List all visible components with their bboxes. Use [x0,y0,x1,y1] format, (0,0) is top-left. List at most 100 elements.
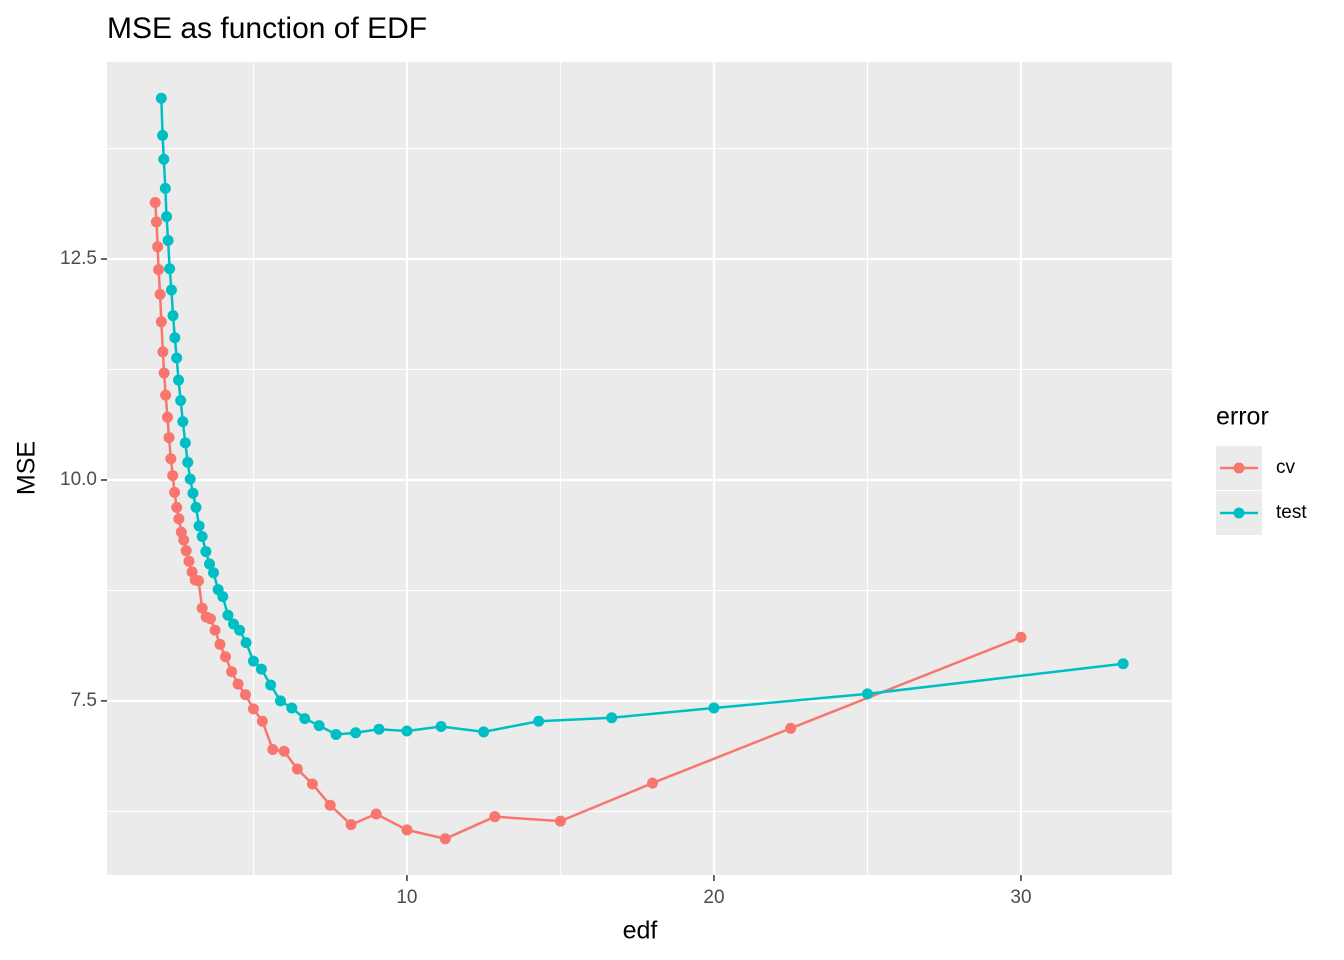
data-point [183,555,195,567]
data-point [193,520,205,532]
data-point [200,611,212,623]
data-point [370,808,382,820]
data-point [165,284,177,296]
data-point [155,92,167,104]
data-point [478,726,490,738]
data-point [160,389,172,401]
data-point [489,811,501,823]
data-point [345,819,357,831]
data-point [330,728,342,740]
data-point [184,473,196,485]
plot-area [149,92,1129,845]
data-point [439,833,451,845]
data-point [209,624,221,636]
data-point [708,702,720,714]
data-point [256,715,268,727]
data-point [533,715,545,727]
y-axis-label: MSE [13,441,41,495]
data-point [161,411,173,423]
legend: cv test [1216,446,1307,535]
data-point [247,703,259,715]
data-point [373,723,385,735]
data-point [785,722,797,734]
data-point [158,367,170,379]
data-point [165,453,177,465]
data-point [179,437,191,449]
data-point [173,374,185,386]
data-point [150,216,162,228]
data-point [196,602,208,614]
data-point [177,416,189,428]
data-point [220,651,232,663]
data-point [278,745,290,757]
data-point [155,316,167,328]
data-point [175,526,187,538]
data-point [1015,631,1027,643]
data-point [171,501,183,513]
legend-point [1233,507,1245,519]
data-point [265,679,277,691]
data-point [435,721,447,733]
data-point [149,197,161,209]
data-point [647,777,659,789]
data-point [173,513,185,525]
data-point [182,456,194,468]
data-point [401,725,413,737]
data-point [204,558,216,570]
data-point [299,713,311,725]
data-point [187,487,199,499]
data-point [401,824,413,836]
data-point [175,394,187,406]
data-point [606,712,618,724]
legend-label: test [1276,502,1307,523]
data-point [212,584,224,596]
y-tick-label: 7.5 [71,690,97,711]
data-point [227,618,239,630]
y-tick-label: 10.0 [60,469,97,490]
panel [107,62,1172,875]
x-tick-label: 20 [703,887,724,908]
data-point [222,609,234,621]
data-point [200,546,212,558]
data-point [153,264,165,276]
data-point [167,470,179,482]
data-point [226,666,238,678]
data-point [247,655,259,667]
data-point [291,763,303,775]
data-point [169,486,181,498]
data-point [267,744,279,756]
legend-title: error [1216,403,1269,431]
data-point [306,778,318,790]
data-point [255,663,267,675]
data-point [180,545,192,557]
x-axis-label: edf [623,917,658,945]
data-point [214,638,226,650]
data-point [286,702,298,714]
chart-title: MSE as function of EDF [107,12,427,45]
data-point [554,815,566,827]
data-point [324,799,336,811]
data-point [186,566,198,578]
data-point [162,235,174,247]
legend-label: cv [1276,457,1296,478]
data-point [163,432,175,444]
data-point [159,182,171,194]
y-tick-label: 12.5 [60,248,97,269]
data-point [208,567,220,579]
data-point [196,531,208,543]
x-tick-label: 30 [1010,887,1031,908]
x-tick-label: 10 [396,887,417,908]
data-point [152,241,164,253]
legend-point [1233,462,1245,474]
data-point [157,129,169,141]
data-point [313,720,325,732]
data-point [240,637,252,649]
data-point [169,332,181,344]
data-point [350,727,362,739]
data-point [171,352,183,364]
data-point [154,288,166,300]
data-point [157,346,169,358]
data-point [167,310,179,322]
data-point [232,678,244,690]
